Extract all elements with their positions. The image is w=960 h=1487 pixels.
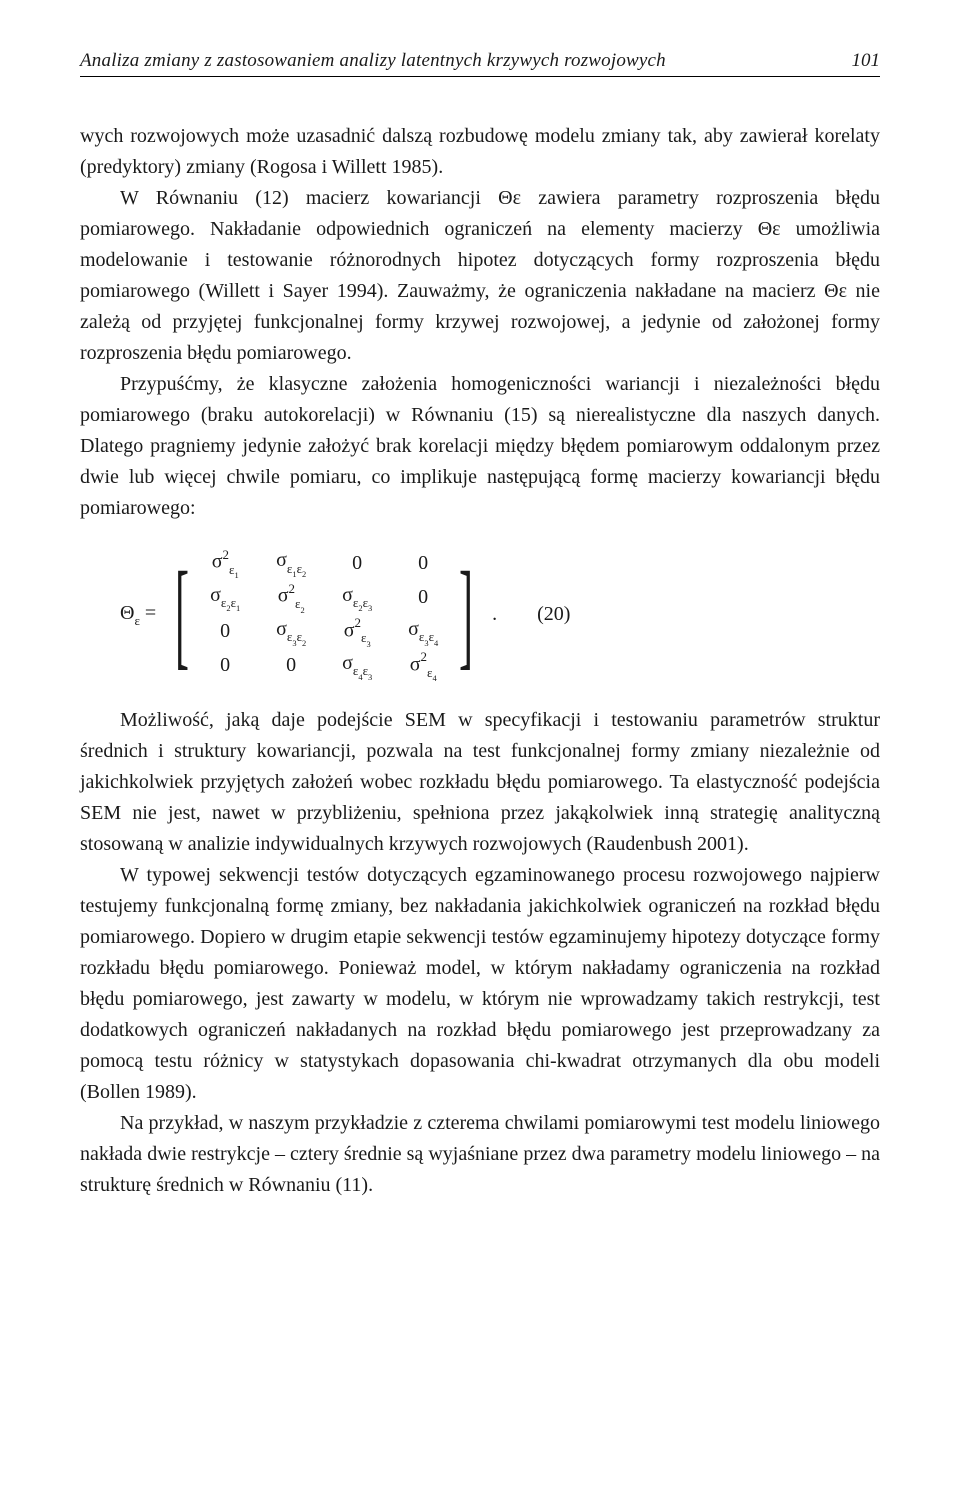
paragraph-3: Przypuśćmy, że klasyczne założenia homog… bbox=[80, 369, 880, 524]
matrix-cell: 0 bbox=[324, 546, 390, 580]
matrix-cells: σ2ε1 σε1ε2 0 0 σε2ε1 σ2ε2 σε2ε3 0 0 σε3ε… bbox=[192, 546, 456, 683]
matrix-cell: σε1ε2 bbox=[258, 546, 324, 580]
equation-period: . bbox=[492, 603, 497, 626]
matrix-cell: σ2ε2 bbox=[258, 580, 324, 614]
paragraph-1: wych rozwojowych może uzasadnić dalszą r… bbox=[80, 121, 880, 183]
running-title: Analiza zmiany z zastosowaniem analizy l… bbox=[80, 50, 666, 72]
page-number: 101 bbox=[852, 50, 881, 72]
body-text: wych rozwojowych może uzasadnić dalszą r… bbox=[80, 121, 880, 1201]
paragraph-5: W typowej sekwencji testów dotyczących e… bbox=[80, 860, 880, 1108]
matrix-cell: σε4ε3 bbox=[324, 649, 390, 683]
page: Analiza zmiany z zastosowaniem analizy l… bbox=[0, 0, 960, 1487]
equation-lhs: Θε = bbox=[120, 602, 156, 628]
paragraph-4: Możliwość, jaką daje podejście SEM w spe… bbox=[80, 705, 880, 860]
paragraph-6: Na przykład, w naszym przykładzie z czte… bbox=[80, 1108, 880, 1201]
matrix-cell: σ2ε4 bbox=[390, 649, 456, 683]
matrix-cell: σ2ε1 bbox=[192, 546, 258, 580]
matrix-cell: 0 bbox=[390, 546, 456, 580]
matrix-cell: 0 bbox=[258, 649, 324, 683]
running-head: Analiza zmiany z zastosowaniem analizy l… bbox=[80, 50, 880, 77]
matrix-cell: 0 bbox=[390, 580, 456, 614]
matrix-cell: σε3ε4 bbox=[390, 615, 456, 649]
matrix-cell: σε2ε1 bbox=[192, 580, 258, 614]
matrix-cell: σε2ε3 bbox=[324, 580, 390, 614]
matrix-theta-epsilon: Θε = [ σ2ε1 σε1ε2 0 0 σε2ε1 σ2ε2 σε2ε3 0 bbox=[120, 546, 497, 683]
matrix-cell: σ2ε3 bbox=[324, 615, 390, 649]
equation-20: Θε = [ σ2ε1 σε1ε2 0 0 σε2ε1 σ2ε2 σε2ε3 0 bbox=[120, 546, 880, 683]
matrix-cell: 0 bbox=[192, 649, 258, 683]
paragraph-2: W Równaniu (12) macierz kowariancji Θε z… bbox=[80, 183, 880, 369]
equation-number: (20) bbox=[537, 603, 570, 626]
bracket-right-icon: ] bbox=[459, 565, 473, 663]
matrix-cell: 0 bbox=[192, 615, 258, 649]
bracket-left-icon: [ bbox=[175, 565, 189, 663]
matrix-cell: σε3ε2 bbox=[258, 615, 324, 649]
